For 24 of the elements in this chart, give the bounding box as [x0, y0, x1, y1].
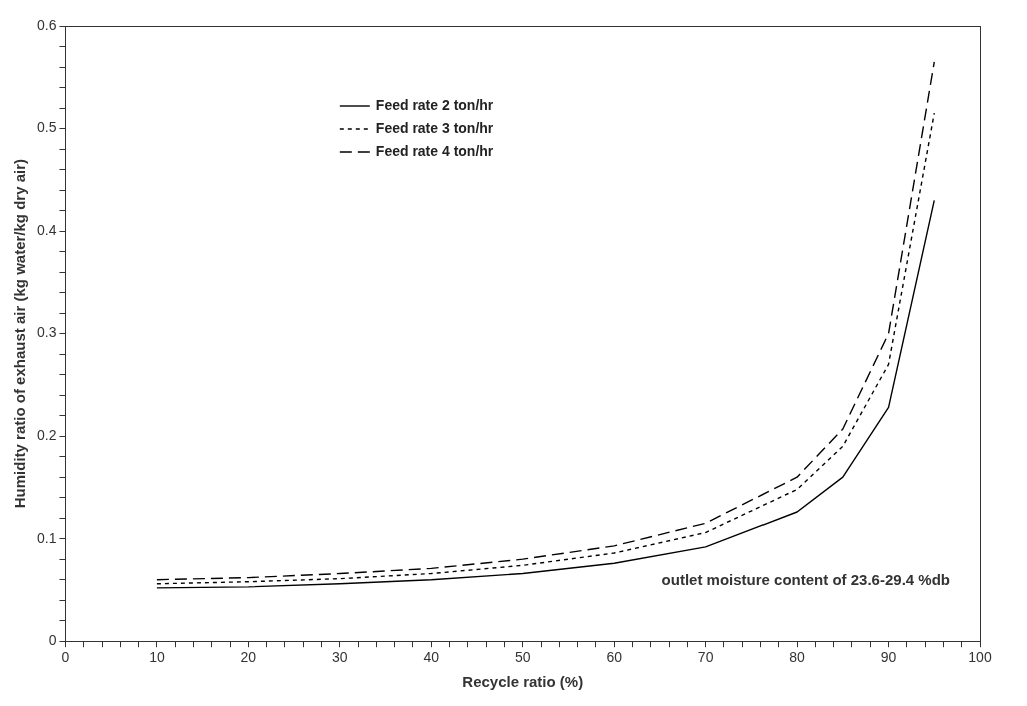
x-tick-label: 100 — [968, 649, 992, 666]
y-tick-label: 0 — [48, 632, 57, 649]
x-tick-label: 90 — [880, 649, 897, 666]
x-tick-label: 70 — [697, 649, 714, 666]
y-tick-label: 0.5 — [36, 119, 57, 136]
legend-label: Feed rate 3 ton/hr — [375, 119, 494, 136]
x-tick-label: 40 — [423, 649, 440, 666]
legend-label: Feed rate 2 ton/hr — [375, 96, 494, 113]
legend-label: Feed rate 4 ton/hr — [375, 142, 494, 159]
annotation: outlet moisture content of 23.6-29.4 %db — [661, 571, 950, 589]
x-tick-label: 10 — [149, 649, 165, 666]
y-axis-title: Humidity ratio of exhaust air (kg water/kg dry air) — [11, 158, 29, 509]
x-tick-label: 50 — [514, 649, 531, 666]
x-tick-label: 30 — [332, 649, 348, 666]
y-tick-label: 0.4 — [36, 221, 57, 238]
x-tick-label: 0 — [61, 649, 70, 666]
y-tick-label: 0.6 — [36, 16, 57, 33]
y-tick-label: 0.2 — [36, 426, 57, 443]
y-tick-label: 0.1 — [36, 529, 57, 546]
x-tick-label: 80 — [789, 649, 806, 666]
x-tick-label: 60 — [606, 649, 623, 666]
y-tick-label: 0.3 — [36, 324, 57, 341]
x-axis-title: Recycle ratio (%) — [462, 673, 584, 691]
x-tick-label: 20 — [240, 649, 257, 666]
